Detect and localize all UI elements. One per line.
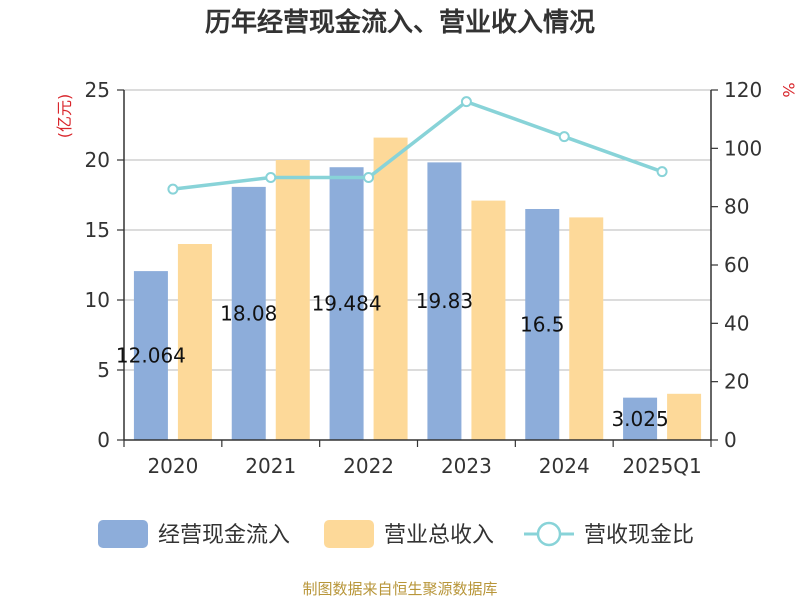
- revenue-bar: [177, 244, 212, 440]
- left-tick-label: 5: [97, 358, 110, 382]
- legend: 经营现金流入 营业总收入 营收现金比: [98, 520, 694, 548]
- legend-marker: [536, 521, 562, 547]
- revenue-bar: [373, 137, 408, 440]
- x-tick-label: 2024: [539, 454, 590, 478]
- cash-inflow-bar: [427, 162, 462, 440]
- right-tick-label: 0: [724, 428, 737, 452]
- right-tick-label: 120: [724, 78, 762, 102]
- x-tick-label: 2023: [441, 454, 492, 478]
- ratio-line-path: [172, 99, 663, 191]
- x-tick-label: 2025Q1: [622, 454, 701, 478]
- ratio-point: [460, 96, 472, 108]
- revenue-bar: [275, 160, 310, 440]
- axes: 0 5 10 15 20 25 0 20 40 60 80 100 120 2020 2021 2022 202…: [85, 78, 763, 478]
- left-axis-unit: (亿元): [55, 94, 74, 139]
- left-tick-label: 25: [85, 78, 110, 102]
- left-tick-label: 20: [85, 148, 110, 172]
- cash-inflow-bar: [623, 397, 658, 440]
- cash-inflow-value-label: 3.025: [611, 407, 668, 431]
- legend-label: 经营现金流入: [158, 523, 290, 548]
- left-tick-label: 0: [97, 428, 110, 452]
- cash-inflow-value-label: 19.484: [312, 292, 382, 316]
- legend-label: 营业总收入: [384, 523, 494, 548]
- ratio-point: [656, 166, 668, 178]
- legend-swatch: [324, 520, 374, 548]
- source-note: 制图数据来自恒生聚源数据库: [302, 580, 497, 598]
- right-tick-label: 80: [724, 195, 749, 219]
- ratio-point: [363, 172, 375, 183]
- chart-title: 历年经营现金流入、营业收入情况: [205, 7, 595, 38]
- right-tick-label: 40: [724, 311, 749, 335]
- legend-swatch: [98, 520, 148, 548]
- x-tick-label: 2020: [147, 454, 198, 478]
- revenue-bar: [471, 200, 506, 440]
- ratio-point: [167, 183, 179, 195]
- right-tick-label: 100: [724, 136, 762, 160]
- cash-inflow-bar: [329, 167, 364, 440]
- cash-inflow-bar: [525, 209, 560, 440]
- cash-inflow-bar: [231, 186, 266, 440]
- legend-label: 营收现金比: [584, 523, 694, 548]
- cash-inflow-value-label: 18.08: [220, 301, 277, 325]
- bars: [133, 137, 702, 440]
- gridlines: [124, 89, 711, 371]
- revenue-bar: [667, 393, 702, 440]
- cash-inflow-value-label: 12.064: [116, 344, 186, 368]
- x-tick-label: 2021: [245, 454, 296, 478]
- ratio-point: [558, 131, 570, 143]
- x-tick-label: 2022: [343, 454, 394, 478]
- cash-inflow-value-label: 19.83: [416, 289, 473, 313]
- right-axis-unit: %: [779, 82, 798, 97]
- ratio-line: [167, 96, 668, 195]
- left-tick-label: 10: [85, 288, 110, 312]
- data-labels: 12.064 18.08 19.484 19.83 16.5 3.025: [116, 289, 669, 431]
- revenue-bar: [569, 217, 604, 440]
- cash-inflow-bar: [133, 271, 168, 440]
- ratio-point: [265, 172, 277, 183]
- cash-inflow-value-label: 16.5: [520, 313, 565, 337]
- left-tick-label: 15: [85, 218, 110, 242]
- right-tick-label: 60: [724, 253, 749, 277]
- right-tick-label: 20: [724, 370, 749, 394]
